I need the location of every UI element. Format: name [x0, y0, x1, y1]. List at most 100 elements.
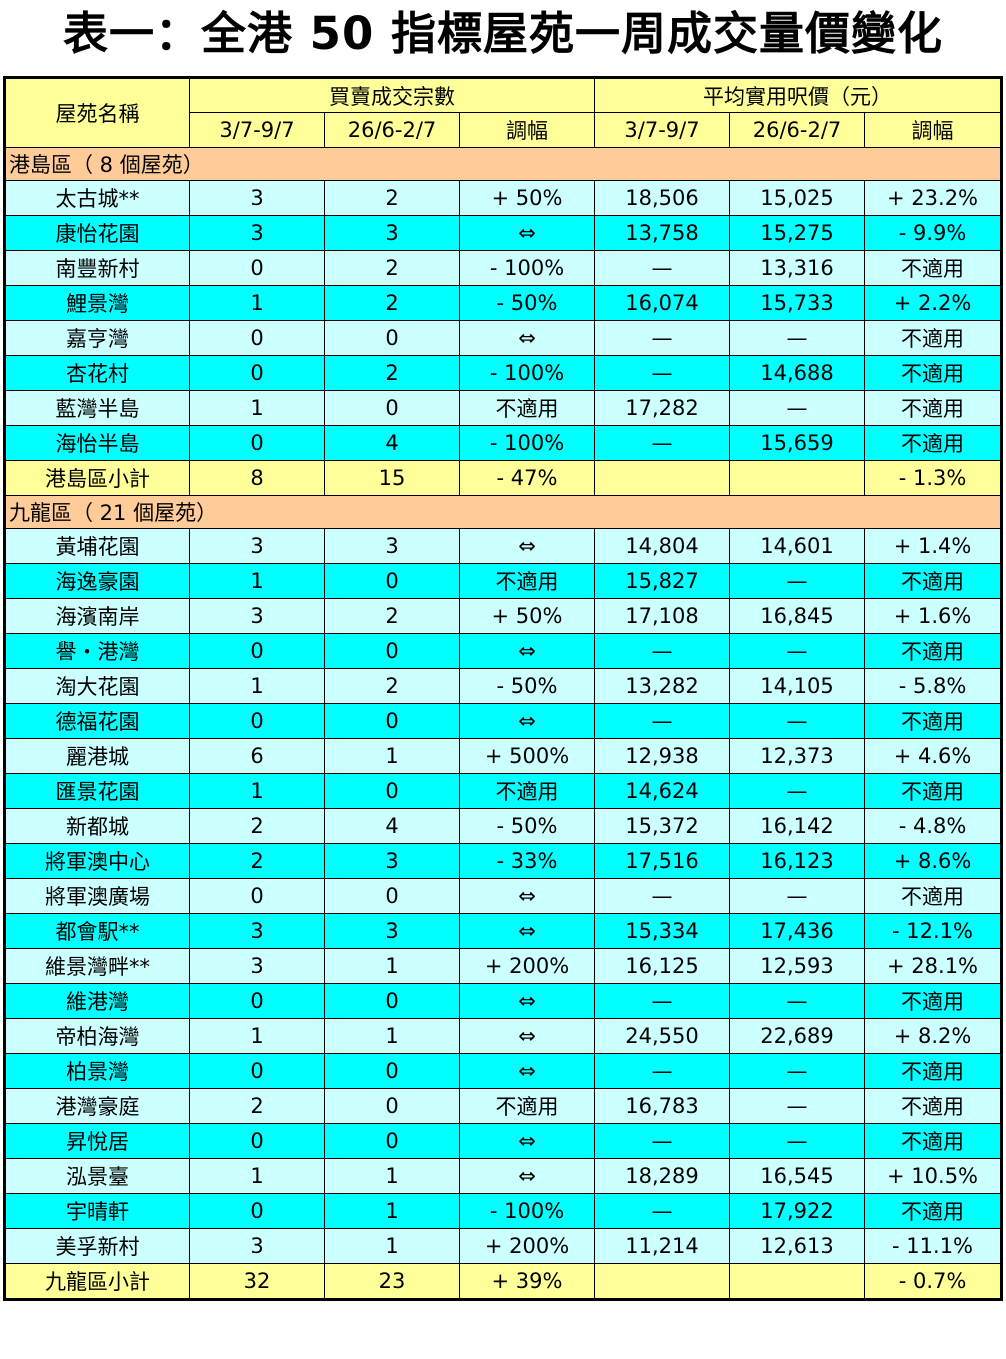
- cell-tx-previous: 2: [324, 285, 460, 321]
- cell-estate-name: 德福花園: [4, 703, 190, 739]
- cell-estate-name: 嘉亨灣: [4, 320, 190, 356]
- cell-price-current: 14,804: [594, 528, 731, 564]
- cell-estate-name: 新都城: [4, 808, 190, 844]
- cell-price-change: - 9.9%: [864, 215, 1003, 251]
- header-tx-previous-week: 26/6-2/7: [324, 112, 460, 148]
- cell-tx-current: 1: [189, 1018, 325, 1054]
- cell-estate-name: 帝柏海灣: [4, 1018, 190, 1054]
- cell-tx-change: + 200%: [458, 1228, 596, 1264]
- cell-price-change: + 10.5%: [864, 1158, 1003, 1194]
- cell-tx-previous: 0: [324, 633, 460, 669]
- table-row: 海濱南岸 3 2 + 50% 17,108 16,845 + 1.6%: [4, 598, 1003, 634]
- cell-estate-name: 海逸豪園: [4, 563, 190, 599]
- cell-price-change: + 1.6%: [864, 598, 1003, 634]
- table-row: 美孚新村 3 1 + 200% 11,214 12,613- 11.1%: [4, 1228, 1003, 1264]
- cell-price-previous: 14,105: [729, 668, 866, 704]
- cell-tx-change: - 100%: [458, 250, 596, 286]
- cell-price-change: 不適用: [864, 703, 1003, 739]
- cell-price-previous: —: [729, 1053, 866, 1089]
- header-price-change: 調幅: [864, 112, 1003, 148]
- subtotal-cell-tx-previous: 15: [324, 460, 460, 496]
- cell-price-current: 11,214: [594, 1228, 731, 1264]
- cell-price-previous: 22,689: [729, 1018, 866, 1054]
- table-row: 南豐新村 0 2- 100% —13,316 不適用: [4, 250, 1003, 286]
- cell-tx-previous: 0: [324, 1088, 460, 1124]
- cell-tx-current: 1: [189, 390, 325, 426]
- cell-price-previous: —: [729, 773, 866, 809]
- cell-price-change: + 8.2%: [864, 1018, 1003, 1054]
- cell-price-change: 不適用: [864, 878, 1003, 914]
- cell-tx-change: ⇔: [458, 528, 596, 564]
- table-row: 黃埔花園 3 3 ⇔ 14,804 14,601 + 1.4%: [4, 528, 1003, 564]
- subtotal-cell-price-current: [594, 460, 731, 496]
- cell-price-change: 不適用: [864, 633, 1003, 669]
- cell-tx-change: ⇔: [458, 1158, 596, 1194]
- table-row: 麗港城 6 1 + 500% 12,938 12,373 + 4.6%: [4, 738, 1003, 774]
- cell-price-previous: 13,316: [729, 250, 866, 286]
- cell-tx-current: 6: [189, 738, 325, 774]
- cell-price-previous: 16,123: [729, 843, 866, 879]
- cell-price-previous: —: [729, 703, 866, 739]
- cell-tx-change: - 100%: [458, 355, 596, 391]
- cell-price-previous: —: [729, 878, 866, 914]
- cell-tx-previous: 0: [324, 320, 460, 356]
- table-row: 宇晴軒 0 1- 100% —17,922 不適用: [4, 1193, 1003, 1229]
- cell-price-current: —: [594, 1123, 731, 1159]
- subtotal-row: 九龍區小計 32 23 + 39% - 0.7%: [4, 1263, 1003, 1300]
- cell-tx-current: 0: [189, 1193, 325, 1229]
- cell-tx-previous: 4: [324, 425, 460, 461]
- cell-price-previous: —: [729, 563, 866, 599]
- table-row: 德福花園 0 0 ⇔ — — 不適用: [4, 703, 1003, 739]
- cell-price-change: - 11.1%: [864, 1228, 1003, 1264]
- cell-estate-name: 維港灣: [4, 983, 190, 1019]
- cell-price-previous: 14,601: [729, 528, 866, 564]
- cell-tx-previous: 0: [324, 878, 460, 914]
- cell-price-change: - 5.8%: [864, 668, 1003, 704]
- cell-price-change: 不適用: [864, 983, 1003, 1019]
- cell-tx-previous: 1: [324, 948, 460, 984]
- cell-price-current: 15,334: [594, 913, 731, 949]
- cell-price-previous: 12,593: [729, 948, 866, 984]
- header-estate-name: 屋苑名稱: [4, 77, 190, 148]
- header-tx-current-week: 3/7-9/7: [189, 112, 325, 148]
- table-row: 柏景灣 0 0 ⇔ — — 不適用: [4, 1053, 1003, 1089]
- subtotal-cell-tx-change: - 47%: [458, 460, 596, 496]
- cell-price-change: 不適用: [864, 250, 1003, 286]
- cell-tx-change: + 500%: [458, 738, 596, 774]
- cell-price-previous: 15,275: [729, 215, 866, 251]
- cell-price-current: 12,938: [594, 738, 731, 774]
- subtotal-cell-price-previous: [729, 1263, 866, 1300]
- cell-tx-current: 3: [189, 948, 325, 984]
- cell-tx-current: 0: [189, 1053, 325, 1089]
- cell-price-change: 不適用: [864, 773, 1003, 809]
- cell-price-current: —: [594, 633, 731, 669]
- region-label: 港島區（ 8 個屋苑）: [3, 147, 1003, 181]
- cell-estate-name: 宇晴軒: [4, 1193, 190, 1229]
- cell-tx-current: 3: [189, 913, 325, 949]
- cell-tx-change: - 50%: [458, 285, 596, 321]
- cell-price-change: - 12.1%: [864, 913, 1003, 949]
- cell-estate-name: 將軍澳廣場: [4, 878, 190, 914]
- page-title: 表一：全港 50 指標屋苑一周成交量價變化: [63, 7, 943, 60]
- cell-price-current: 13,282: [594, 668, 731, 704]
- cell-price-previous: 15,659: [729, 425, 866, 461]
- cell-price-current: 18,289: [594, 1158, 731, 1194]
- subtotal-cell-tx-current: 32: [189, 1263, 325, 1300]
- cell-estate-name: 匯景花園: [4, 773, 190, 809]
- cell-tx-current: 0: [189, 633, 325, 669]
- cell-tx-previous: 0: [324, 703, 460, 739]
- cell-price-change: 不適用: [864, 390, 1003, 426]
- cell-tx-change: - 50%: [458, 668, 596, 704]
- cell-price-change: + 8.6%: [864, 843, 1003, 879]
- table-row: 將軍澳廣場 0 0 ⇔ — — 不適用: [4, 878, 1003, 914]
- cell-price-change: 不適用: [864, 1193, 1003, 1229]
- cell-price-current: 18,506: [594, 180, 731, 216]
- cell-price-change: 不適用: [864, 1123, 1003, 1159]
- cell-price-current: 15,827: [594, 563, 731, 599]
- cell-tx-change: ⇔: [458, 703, 596, 739]
- cell-tx-change: 不適用: [458, 390, 596, 426]
- table-row: 太古城** 3 2 + 50% 18,506 15,025 + 23.2%: [4, 180, 1003, 216]
- cell-tx-previous: 0: [324, 1053, 460, 1089]
- table-row: 維景灣畔** 3 1 + 200% 16,125 12,593 + 28.1%: [4, 948, 1003, 984]
- cell-price-current: 16,783: [594, 1088, 731, 1124]
